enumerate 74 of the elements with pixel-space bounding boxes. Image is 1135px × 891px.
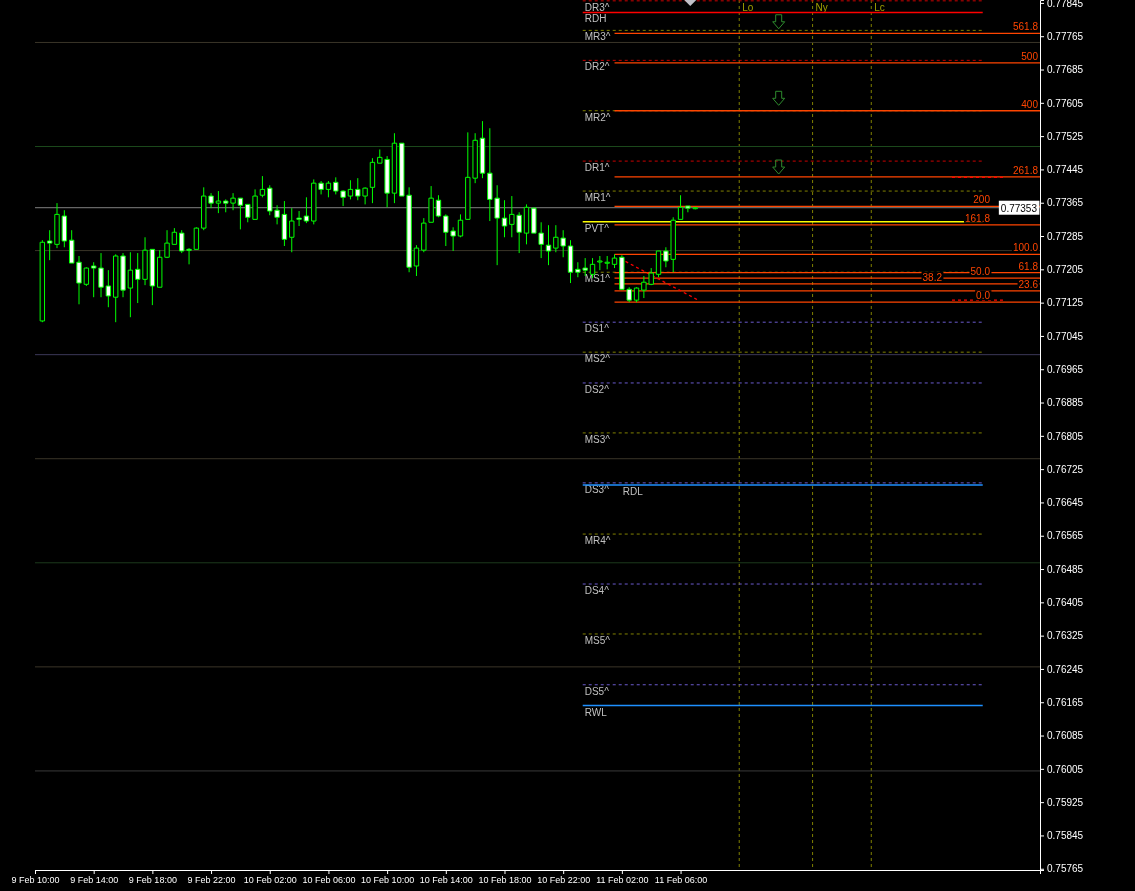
y-tick-label: 0.77045 <box>1047 330 1084 342</box>
ref-line-label: DS4^ <box>584 585 610 597</box>
y-tick-label: 0.76405 <box>1047 597 1084 609</box>
y-tick-label: 0.77685 <box>1047 64 1084 76</box>
x-tick-label: 11 Feb 06:00 <box>654 875 708 886</box>
series-label: 50.0 <box>970 266 991 278</box>
x-tick-label: 10 Feb 22:00 <box>537 875 591 886</box>
y-tick-label: 0.76085 <box>1047 730 1084 742</box>
ref-line-label: Lc <box>874 2 885 13</box>
series-label: 23.6 <box>1018 278 1039 290</box>
ref-line-label: MR2^ <box>584 111 611 123</box>
y-tick-label: 0.77445 <box>1047 164 1084 176</box>
x-tick-label: 10 Feb 14:00 <box>419 875 473 886</box>
x-tick-label: 10 Feb 02:00 <box>243 875 297 886</box>
y-tick-label: 0.77845 <box>1047 0 1084 9</box>
series-label: 0.0 <box>976 290 991 302</box>
y-tick-label: 0.77125 <box>1047 297 1084 309</box>
x-tick-label: 10 Feb 10:00 <box>361 875 415 886</box>
y-tick-label: 0.76565 <box>1047 530 1084 542</box>
y-tick-label: 0.76725 <box>1047 463 1084 475</box>
y-tick-label: 0.77365 <box>1047 197 1084 209</box>
ref-line-label: RDH <box>584 13 607 25</box>
ref-line-label: RDL <box>622 485 644 497</box>
y-tick-label: 0.76645 <box>1047 497 1084 509</box>
y-tick-label: 0.76165 <box>1047 696 1084 708</box>
ref-line-label: DS1^ <box>584 323 610 335</box>
ref-line-label: DS5^ <box>584 685 610 697</box>
y-tick-label: 0.75925 <box>1047 796 1084 808</box>
ref-line-label: MS1^ <box>584 273 611 285</box>
series-label: 261.8 <box>1012 164 1039 176</box>
ref-line-label: DR2^ <box>584 61 610 73</box>
series-label: 38.2 <box>922 271 943 283</box>
y-tick-label: 0.76885 <box>1047 397 1084 409</box>
ref-line-label: MR4^ <box>584 535 611 547</box>
series-label: 400 <box>1021 98 1039 110</box>
ref-line-label: DR3^ <box>584 1 610 13</box>
series-label: 200 <box>973 194 991 206</box>
y-tick-label: 0.76805 <box>1047 430 1084 442</box>
y-tick-label: 0.76965 <box>1047 363 1084 375</box>
ref-line-label: MS2^ <box>584 353 611 365</box>
y-tick-label: 0.77605 <box>1047 97 1084 109</box>
annotation: 0.77353 <box>1000 202 1038 214</box>
series-label: 61.8 <box>1018 260 1039 272</box>
x-tick-label: 9 Feb 18:00 <box>128 875 177 886</box>
ref-line-label: DR1^ <box>584 162 610 174</box>
series-label: 500 <box>1021 50 1039 62</box>
x-tick-label: 9 Feb 10:00 <box>11 875 60 886</box>
y-tick-label: 0.75765 <box>1047 863 1084 875</box>
ref-line-label: MR1^ <box>584 192 611 204</box>
ref-line-label: RWL <box>584 706 608 718</box>
series-label: 561.8 <box>1012 21 1039 33</box>
y-tick-label: 0.77285 <box>1047 230 1084 242</box>
y-tick-label: 0.76325 <box>1047 630 1084 642</box>
y-tick-label: 0.76005 <box>1047 763 1084 775</box>
ref-line-label: Lo <box>742 2 754 13</box>
ref-line-label: MR3^ <box>584 31 611 43</box>
y-tick-label: 0.76245 <box>1047 663 1084 675</box>
x-tick-label: 10 Feb 06:00 <box>302 875 356 886</box>
ref-line-label: DS2^ <box>584 383 610 395</box>
ref-line-label: MS5^ <box>584 634 611 646</box>
y-tick-label: 0.76485 <box>1047 563 1084 575</box>
series-label: 161.8 <box>964 212 991 224</box>
ref-line-label: MS3^ <box>584 433 611 445</box>
x-tick-label: 9 Feb 22:00 <box>187 875 236 886</box>
series-label: 100.0 <box>1012 242 1039 254</box>
y-tick-label: 0.77765 <box>1047 30 1084 42</box>
y-tick-label: 0.77525 <box>1047 130 1084 142</box>
x-tick-label: 10 Feb 18:00 <box>478 875 532 886</box>
ref-line-label: PVT^ <box>584 222 610 234</box>
x-tick-label: 11 Feb 02:00 <box>596 875 649 886</box>
y-tick-label: 0.77205 <box>1047 264 1084 276</box>
ref-line-label: DS3^ <box>584 483 610 495</box>
x-tick-label: 9 Feb 14:00 <box>70 875 119 886</box>
y-tick-label: 0.75845 <box>1047 830 1084 842</box>
